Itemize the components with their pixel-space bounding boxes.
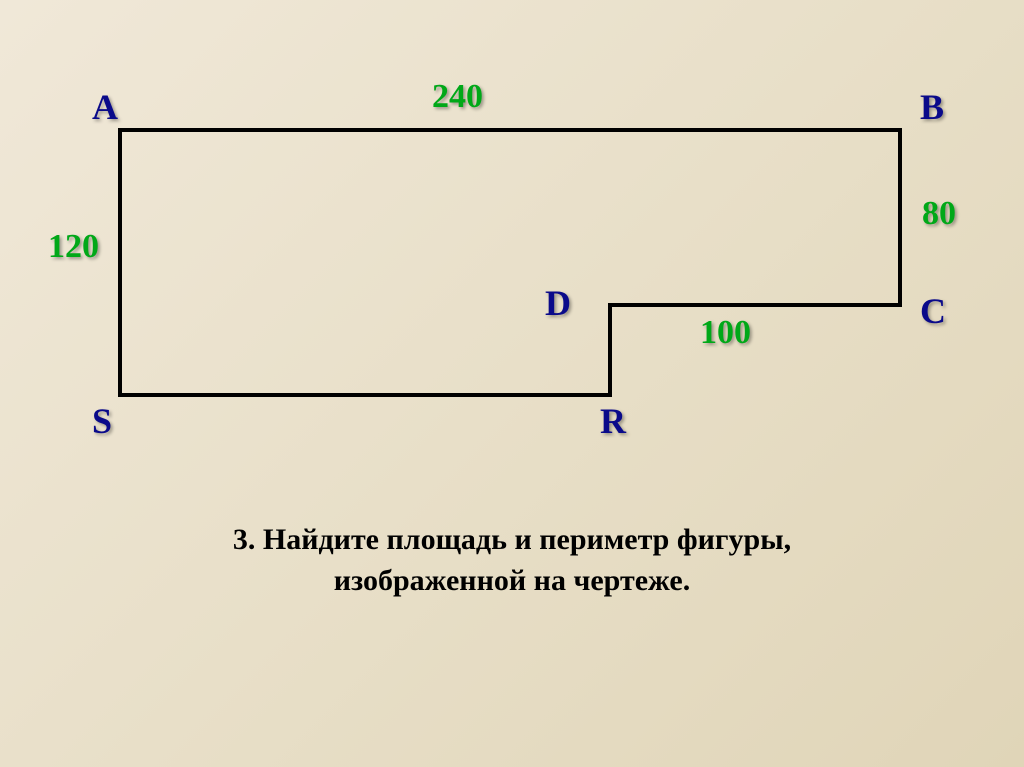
vertex-D: D [545, 282, 571, 324]
vertex-S: S [92, 400, 112, 442]
figure-outline [0, 0, 1024, 767]
vertex-A: A [92, 86, 118, 128]
task-text: 3. Найдите площадь и периметр фигуры, из… [0, 520, 1024, 601]
vertex-B: B [920, 86, 944, 128]
vertex-R: R [600, 400, 626, 442]
edge-label-CD: 100 [700, 314, 751, 352]
edge-label-AB: 240 [432, 78, 483, 116]
edge-label-AS: 120 [48, 228, 99, 266]
task-line-2: изображенной на чертеже. [334, 564, 690, 597]
edge-label-BC: 80 [922, 195, 956, 233]
vertex-C: C [920, 290, 946, 332]
task-line-1: 3. Найдите площадь и периметр фигуры, [233, 523, 791, 556]
slide-stage: A B C D R S 240 80 100 120 3. Найдите пл… [0, 0, 1024, 767]
